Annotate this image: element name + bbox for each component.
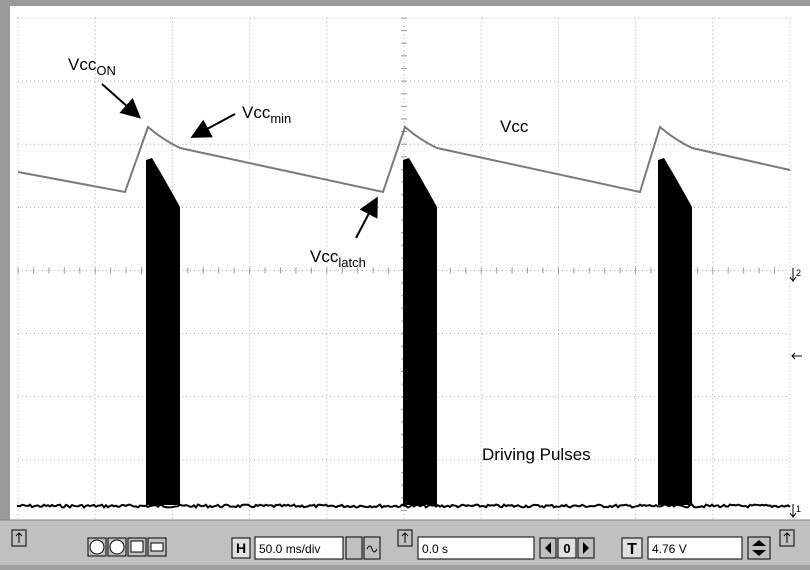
ch2-marker: 2 xyxy=(796,268,801,278)
trigger-button-label: T xyxy=(627,541,637,558)
arrow xyxy=(355,196,378,239)
arrow xyxy=(101,83,141,119)
trigger-level-field[interactable] xyxy=(647,536,743,560)
trigger-level-value: 4.76 V xyxy=(652,542,687,556)
timebase-field[interactable] xyxy=(254,536,344,560)
annotations: VccON Vccmin Vcclatch Vcc Driving Pulses xyxy=(68,55,591,464)
vcc-trace xyxy=(17,125,791,194)
label-base: Vcc xyxy=(68,55,97,74)
position-value: 0.0 s xyxy=(422,542,448,556)
icon xyxy=(752,540,766,556)
pulse-burst xyxy=(146,158,180,505)
icon xyxy=(401,532,409,543)
pulse-burst xyxy=(658,158,692,505)
vcc-label: Vcc xyxy=(500,117,529,136)
pulses-label: Driving Pulses xyxy=(482,445,591,464)
label-base: Vcc xyxy=(310,247,339,266)
button[interactable] xyxy=(345,536,363,560)
icon xyxy=(583,542,589,554)
icon xyxy=(545,542,551,554)
nav-center-label: 0 xyxy=(563,541,570,556)
vcc-latch-label: Vcclatch xyxy=(310,247,366,270)
icon xyxy=(109,539,125,555)
icon xyxy=(150,542,164,552)
marker-arrows xyxy=(789,268,802,518)
label-base: Vcc xyxy=(242,103,271,122)
vcc-min-label: Vccmin xyxy=(242,103,291,126)
icon xyxy=(89,539,105,555)
vcc-on-label: VccON xyxy=(68,55,116,78)
label-sub: ON xyxy=(96,63,116,78)
nav-center[interactable] xyxy=(557,537,577,559)
arrow xyxy=(190,113,236,138)
pulse-baseline xyxy=(17,503,791,509)
waveforms xyxy=(17,125,791,509)
ch1-marker: 1 xyxy=(796,504,801,514)
icon xyxy=(783,532,791,543)
position-field[interactable] xyxy=(417,536,535,560)
icon xyxy=(366,545,378,553)
label-sub: min xyxy=(270,111,291,126)
trigger-button[interactable] xyxy=(621,537,643,559)
pulse-burst xyxy=(403,158,437,505)
spin-button[interactable] xyxy=(747,536,771,560)
icon xyxy=(130,540,144,553)
toolbar: H 50.0 ms/div 0.0 s 0 T 4.76 V xyxy=(0,519,810,565)
channel-markers: 2 1 xyxy=(789,268,802,518)
h-button[interactable] xyxy=(231,537,251,559)
label-sub: latch xyxy=(338,255,365,270)
icon xyxy=(15,532,23,543)
timebase-value: 50.0 ms/div xyxy=(259,542,320,556)
h-button-label: H xyxy=(236,540,246,556)
